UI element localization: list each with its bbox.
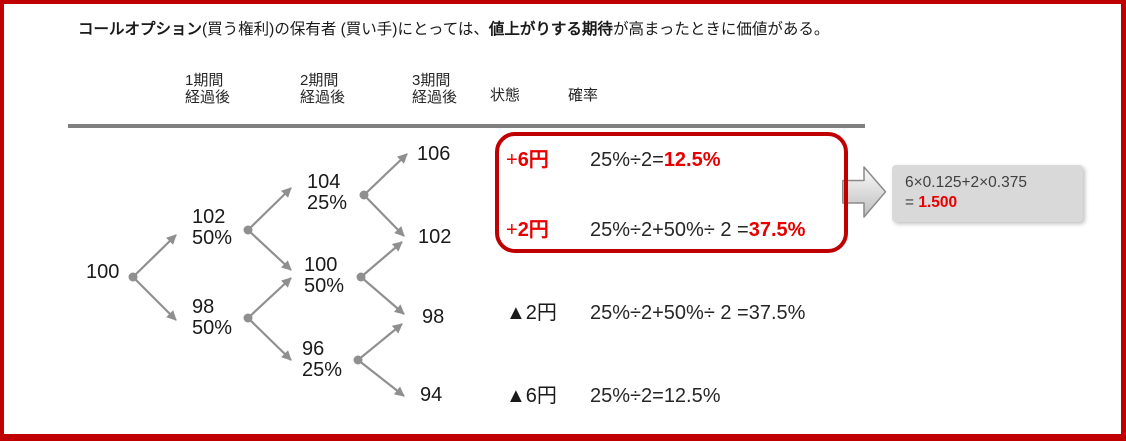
column-header-period-2-line2: 経過後 — [300, 89, 346, 106]
state-plus6: +6円 — [506, 148, 549, 172]
title-normal-2: が高まったときに価値がある。 — [612, 21, 830, 38]
column-header-period-1-line2: 経過後 — [185, 89, 231, 106]
state-plus2-sign: + — [506, 219, 518, 241]
state-minus2-amount: 2円 — [525, 302, 557, 324]
tree-node-l2-up-prob: 25% — [307, 192, 348, 214]
state-plus2: +2円 — [506, 218, 549, 242]
tree-node-root: 100 — [86, 262, 119, 283]
tree-node-l2-up: 104 25% — [307, 172, 347, 214]
state-plus2-amount: 2円 — [517, 219, 549, 241]
column-header-period-3-line2: 経過後 — [412, 89, 458, 106]
highlight-box — [495, 132, 848, 253]
state-minus6-sign: ▲ — [506, 385, 526, 407]
title-bold-2: 値上がりする期待 — [488, 21, 613, 38]
state-minus2-sign: ▲ — [506, 302, 526, 324]
tree-node-l2-down: 96 25% — [302, 339, 342, 381]
state-plus6-amount: 6円 — [517, 149, 549, 171]
header-divider — [68, 124, 865, 128]
title-normal-1: (買う権利)の保有者 (買い手)にとっては、 — [202, 21, 489, 38]
tree-node-root-value: 100 — [86, 261, 120, 283]
probability-minus6: 25%÷2=12.5% — [590, 384, 721, 408]
column-header-state: 状態 — [490, 87, 521, 104]
tree-node-l1-down-value: 98 — [192, 296, 215, 318]
tree-node-l3-102: 102 — [418, 227, 451, 248]
probability-minus2: 25%÷2+50%÷ 2 =37.5% — [590, 301, 805, 325]
tree-node-l1-up-prob: 50% — [192, 227, 233, 249]
probability-plus2-result: 37.5% — [748, 219, 806, 241]
column-header-period-1: 1期間 経過後 — [185, 72, 230, 106]
probability-minus2-expression: 25%÷2+50%÷ 2 = — [590, 302, 749, 324]
tree-node-l3-94-value: 94 — [420, 384, 443, 406]
outcome-row-minus6: ▲6円 25%÷2=12.5% — [0, 384, 1126, 410]
probability-minus6-expression: 25%÷2= — [590, 385, 664, 407]
state-plus6-sign: + — [506, 149, 518, 171]
state-minus6: ▲6円 — [506, 384, 557, 408]
tree-node-l1-up-value: 102 — [192, 206, 226, 228]
page-title: コールオプション(買う権利)の保有者 (買い手)にとっては、値上がりする期待が高… — [78, 20, 829, 40]
tree-node-l1-down: 98 50% — [192, 297, 232, 339]
probability-plus2: 25%÷2+50%÷ 2 =37.5% — [590, 218, 805, 242]
column-header-period-3: 3期間 経過後 — [412, 72, 457, 106]
tree-node-l3-94: 94 — [420, 385, 442, 406]
tree-node-l1-up: 102 50% — [192, 207, 232, 249]
column-header-period-2: 2期間 経過後 — [300, 72, 345, 106]
outcome-row-plus2: +2円 25%÷2+50%÷ 2 =37.5% — [0, 218, 1126, 244]
tree-node-l1-down-prob: 50% — [192, 317, 233, 339]
probability-minus6-result: 12.5% — [663, 385, 721, 407]
column-header-period-2-line1: 2期間 — [300, 72, 339, 89]
expected-value-equals: = — [905, 194, 915, 211]
expected-value-result: 1.500 — [918, 194, 958, 211]
probability-plus6-result: 12.5% — [663, 149, 721, 171]
tree-node-l3-102-value: 102 — [418, 226, 452, 248]
expected-value-line2: = 1.500 — [905, 193, 1083, 213]
tree-node-l3-106: 106 — [417, 144, 450, 165]
tree-node-l2-mid: 100 50% — [304, 255, 344, 297]
probability-plus6-expression: 25%÷2= — [590, 149, 664, 171]
probability-minus2-result: 37.5% — [748, 302, 806, 324]
expected-value-box: 6×0.125+2×0.375 = 1.500 — [892, 165, 1083, 222]
column-header-period-1-line1: 1期間 — [185, 72, 224, 89]
expected-value-expression: 6×0.125+2×0.375 — [905, 174, 1027, 191]
tree-node-l2-up-value: 104 — [307, 171, 341, 193]
column-header-probability: 確率 — [568, 87, 599, 104]
outcome-row-minus2: ▲2円 25%÷2+50%÷ 2 =37.5% — [0, 301, 1126, 327]
tree-node-l3-106-value: 106 — [417, 143, 451, 165]
outcome-row-plus6: +6円 25%÷2=12.5% — [0, 148, 1126, 174]
tree-node-l3-98: 98 — [422, 307, 444, 328]
state-minus6-amount: 6円 — [525, 385, 557, 407]
probability-plus6: 25%÷2=12.5% — [590, 148, 721, 172]
tree-node-l2-down-value: 96 — [302, 338, 325, 360]
tree-node-l2-mid-value: 100 — [304, 254, 338, 276]
tree-node-dots — [128, 190, 369, 365]
tree-node-l2-mid-prob: 50% — [304, 275, 345, 297]
tree-node-l2-down-prob: 25% — [302, 359, 343, 381]
tree-node-l3-98-value: 98 — [422, 306, 445, 328]
state-minus2: ▲2円 — [506, 301, 557, 325]
column-header-period-3-line1: 3期間 — [412, 72, 451, 89]
title-bold-1: コールオプション — [78, 21, 203, 38]
probability-plus2-expression: 25%÷2+50%÷ 2 = — [590, 219, 749, 241]
